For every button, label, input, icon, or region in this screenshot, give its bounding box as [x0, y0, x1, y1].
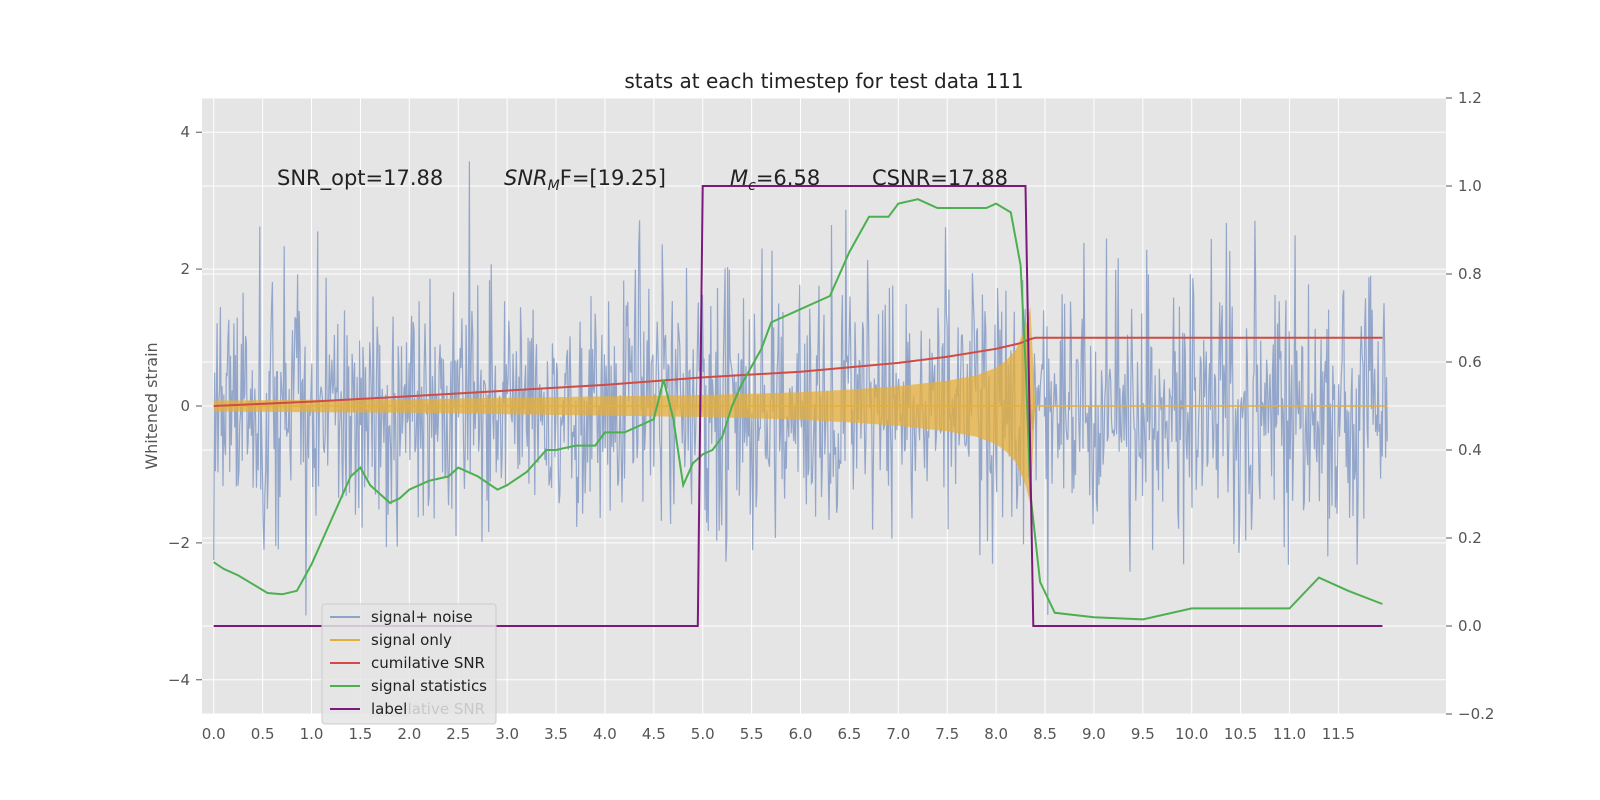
- annotation-snr-mf-sub: M: [548, 178, 560, 194]
- legend-label-signal-statistics: signal statistics: [371, 677, 487, 695]
- signal-statistics-line: [213, 198, 1383, 621]
- x-tick-label: 2.5: [446, 725, 470, 743]
- x-tick-label: 7.5: [935, 725, 959, 743]
- x-tick-label: 11.0: [1273, 725, 1306, 743]
- x-tick-label: 1.0: [300, 725, 324, 743]
- y-tick-label: −4: [168, 671, 190, 689]
- y2-tick-label: 0.8: [1458, 265, 1482, 283]
- x-tick-label: 10.0: [1175, 725, 1208, 743]
- x-tick-label: 2.0: [397, 725, 421, 743]
- y-axis-label: Whitened strain: [142, 342, 161, 469]
- x-tick-label: 5.0: [691, 725, 715, 743]
- x-tick-label: 8.5: [1033, 725, 1057, 743]
- x-tick-label: 3.5: [544, 725, 568, 743]
- annotation-mc-rest: =6.58: [756, 166, 820, 190]
- legend-label-mask: [369, 699, 409, 717]
- series-lines: [213, 185, 1383, 627]
- annotation-csnr: CSNR=17.88: [872, 166, 1008, 190]
- y-tick-label: 0: [180, 397, 190, 415]
- y2-tick-label: 0.0: [1458, 617, 1482, 635]
- legend-label-signal-only: signal only: [371, 631, 452, 649]
- y2-tick-label: 1.2: [1458, 89, 1482, 107]
- legend-label-label: label: [371, 700, 407, 718]
- legend-label-cumulative-snr: cumilative SNR: [371, 654, 485, 672]
- x-tick-label: 8.0: [984, 725, 1008, 743]
- annotation-mc-base: M: [730, 166, 748, 190]
- x-tick-label: 0.5: [251, 725, 275, 743]
- y-tick-label: 2: [180, 260, 190, 278]
- annotation-mc-sub: c: [748, 178, 756, 194]
- x-tick-label: 0.0: [202, 725, 226, 743]
- x-tick-label: 6.0: [789, 725, 813, 743]
- y2-tick-label: 0.2: [1458, 529, 1482, 547]
- x-tick-label: 5.5: [740, 725, 764, 743]
- x-tick-label: 6.5: [837, 725, 861, 743]
- y2-tick-label: 0.6: [1458, 353, 1482, 371]
- y-axis-ticks: 4 2 0 −2 −4: [168, 123, 202, 689]
- y2-tick-label: 0.4: [1458, 441, 1482, 459]
- annotation-mc: Mc=6.58: [730, 166, 820, 194]
- x-tick-label: 9.0: [1082, 725, 1106, 743]
- legend-label-signal-noise: signal+ noise: [371, 608, 473, 626]
- annotation-snr-mf: SNRMF=[19.25]: [504, 166, 666, 194]
- y-tick-label: 4: [180, 123, 190, 141]
- x-tick-label: 3.0: [495, 725, 519, 743]
- y2-tick-label: −0.2: [1458, 705, 1494, 723]
- y-tick-label: −2: [168, 534, 190, 552]
- x-tick-label: 4.5: [642, 725, 666, 743]
- x-axis-ticks: 0.0 0.5 1.0 1.5 2.0 2.5 3.0 3.5 4.0 4.5 5.0 5.5 6.0 6…: [202, 725, 1355, 743]
- annotation-snr-mf-rest: F=[19.25]: [560, 166, 666, 190]
- x-tick-label: 4.0: [593, 725, 617, 743]
- y2-axis-ticks: 1.2 1.0 0.8 0.6 0.4 0.2 0.0 −0.2: [1446, 89, 1494, 723]
- label-line: [213, 185, 1383, 627]
- annotation-snr-mf-base: SNR: [504, 166, 548, 190]
- x-tick-label: 11.5: [1322, 725, 1355, 743]
- legend: signal+ noise signal only cumilative SNR…: [321, 603, 497, 725]
- series-signal-only: [213, 306, 1388, 506]
- x-tick-label: 10.5: [1224, 725, 1257, 743]
- annotation-snr-opt: SNR_opt=17.88: [277, 166, 443, 191]
- x-tick-label: 1.5: [349, 725, 373, 743]
- x-tick-label: 7.0: [886, 725, 910, 743]
- x-tick-label: 9.5: [1131, 725, 1155, 743]
- y2-tick-label: 1.0: [1458, 177, 1482, 195]
- legend-box: [321, 603, 497, 725]
- chart-title: stats at each timestep for test data 111: [624, 69, 1023, 93]
